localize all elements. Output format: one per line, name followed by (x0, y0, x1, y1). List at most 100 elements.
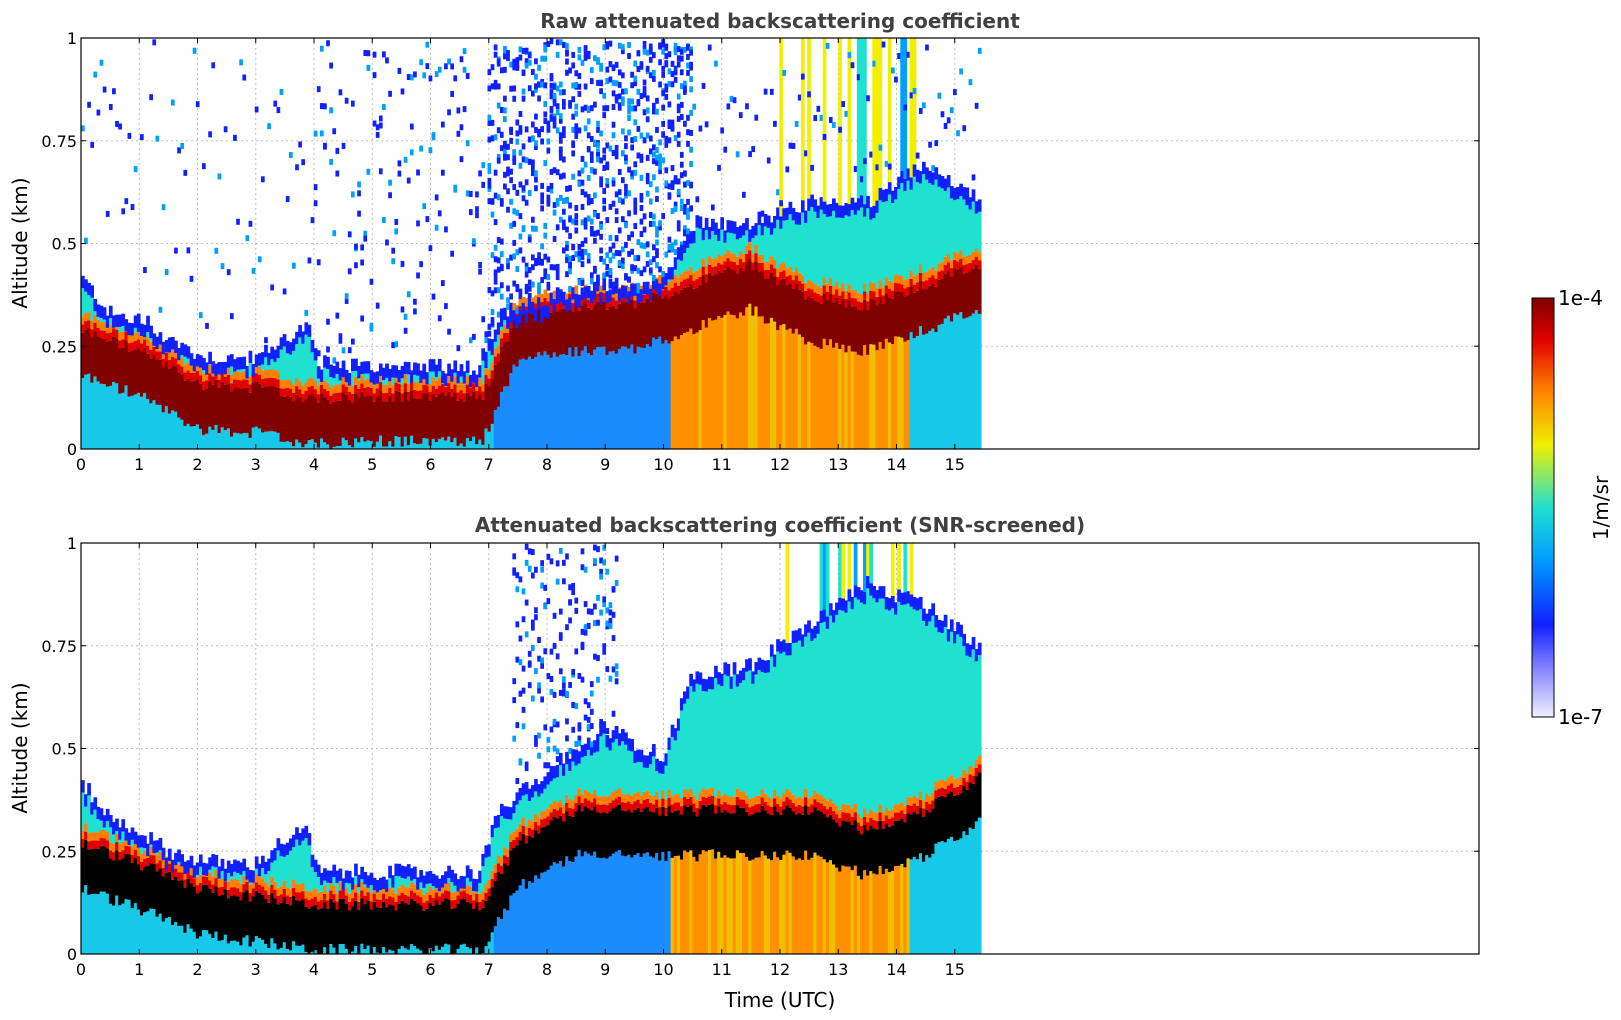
heatmap-cell (791, 207, 796, 221)
heatmap-cell (282, 388, 287, 397)
heatmap-cell (965, 835, 970, 954)
heatmap-cell (521, 825, 526, 834)
heatmap-cell (447, 865, 451, 879)
heatmap-cell (797, 628, 802, 641)
heatmap-cell (239, 945, 243, 954)
heatmap-cell (571, 287, 576, 300)
heatmap-cell (726, 804, 731, 813)
heatmap-cell (577, 256, 582, 263)
heatmap-cell (574, 132, 579, 139)
heatmap-cell (565, 751, 569, 765)
heatmap-cell (903, 191, 908, 281)
heatmap-cell (785, 166, 790, 173)
heatmap-cell (229, 879, 234, 888)
heatmap-cell (208, 426, 212, 449)
heatmap-cell (363, 884, 368, 888)
heatmap-cell (102, 319, 107, 323)
heatmap-cell (788, 807, 793, 853)
heatmap-cell (537, 732, 541, 739)
heatmap-cell (537, 636, 541, 643)
heatmap-cell (804, 636, 808, 789)
heatmap-cell (223, 881, 228, 890)
heatmap-cell (894, 614, 898, 805)
heatmap-cell (394, 893, 399, 902)
heatmap-cell (807, 91, 811, 98)
heatmap-cell (726, 663, 731, 677)
heatmap-cell (633, 750, 638, 764)
heatmap-cell (549, 766, 554, 773)
heatmap-cell (285, 441, 290, 449)
heatmap-cell (571, 173, 576, 180)
heatmap-cell (639, 803, 644, 812)
heatmap-cell (139, 134, 144, 141)
heatmap-cell (946, 175, 951, 188)
heatmap-cell (298, 442, 302, 449)
heatmap-cell (776, 219, 780, 269)
heatmap-cell (292, 895, 296, 942)
heatmap-cell (493, 356, 498, 365)
heatmap-cell (431, 293, 436, 300)
heatmap-cell (667, 343, 672, 449)
heatmap-cell (341, 364, 346, 378)
heatmap-cell (400, 378, 405, 385)
heatmap-cell (928, 269, 932, 278)
heatmap-cell (481, 444, 486, 449)
heatmap-cell (295, 945, 299, 954)
heatmap-cell (512, 239, 517, 246)
heatmap-cell (267, 948, 271, 954)
heatmap-cell (530, 572, 535, 579)
heatmap-cell (608, 61, 613, 68)
heatmap-cell (493, 134, 498, 141)
heatmap-cell (406, 391, 411, 401)
heatmap-cell (971, 767, 976, 776)
heatmap-cell (456, 107, 461, 114)
heatmap-cell (620, 728, 625, 742)
heatmap-cell (425, 393, 430, 439)
heatmap-cell (776, 857, 780, 954)
heatmap-cell (537, 878, 541, 954)
heatmap-cell (633, 203, 638, 210)
heatmap-cell (859, 294, 864, 303)
heatmap-cell (540, 696, 544, 703)
heatmap-cell (313, 888, 318, 897)
heatmap-cell (925, 167, 929, 180)
heatmap-cell (152, 346, 157, 356)
heatmap-cell (791, 794, 796, 803)
heatmap-cell (270, 431, 275, 449)
heatmap-cell (717, 790, 721, 799)
heatmap-cell (863, 299, 867, 345)
heatmap-cell (447, 436, 451, 449)
heatmap-cell (552, 100, 557, 107)
heatmap-cell (276, 107, 281, 114)
heatmap-cell (608, 272, 613, 279)
heatmap-cell (602, 559, 607, 566)
heatmap-cell (605, 568, 610, 575)
heatmap-cell (847, 52, 852, 59)
heatmap-cell (549, 182, 554, 189)
heatmap-cell (912, 597, 917, 610)
heatmap-cell (170, 879, 175, 925)
heatmap-cell (267, 431, 271, 449)
heatmap-cell (512, 280, 517, 287)
heatmap-cell (96, 319, 101, 328)
heatmap-cell (679, 859, 684, 954)
heatmap-cell (406, 400, 411, 446)
heatmap-cell (890, 290, 895, 299)
heatmap-cell (605, 43, 610, 50)
heatmap-cell (676, 294, 681, 340)
heatmap-cell (810, 342, 814, 449)
heatmap-cell (707, 689, 712, 789)
heatmap-cell (450, 892, 454, 901)
heatmap-cell (568, 584, 572, 591)
heatmap-cell (102, 338, 107, 385)
heatmap-cell (409, 898, 414, 945)
heatmap-cell (493, 815, 498, 829)
heatmap-cell (518, 110, 523, 117)
heatmap-cell (586, 215, 591, 222)
heatmap-cell (773, 268, 777, 277)
heatmap-cell (683, 797, 687, 806)
heatmap-cell (180, 925, 185, 954)
heatmap-cell (555, 764, 560, 778)
heatmap-cell (717, 806, 721, 852)
heatmap-cell (745, 103, 749, 110)
